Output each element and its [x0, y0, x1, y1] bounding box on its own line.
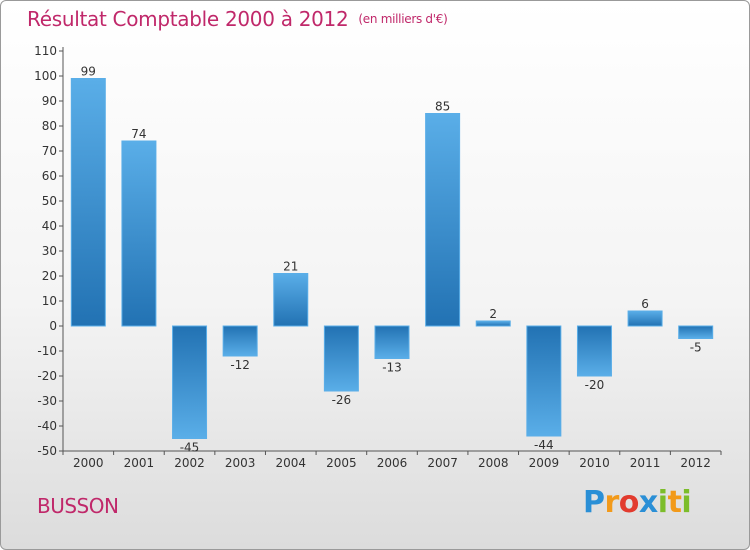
bar-2002: [172, 325, 208, 439]
bar-2011: [627, 310, 663, 327]
logo-letter: r: [604, 485, 620, 520]
bar-2006: [374, 325, 410, 359]
bar-value-label-2005: -26: [332, 393, 352, 407]
y-tick-label: 110: [34, 44, 57, 58]
bar-value-label-2008: 2: [489, 307, 497, 321]
logo-letter: x: [638, 485, 658, 520]
x-tick-label-2010: 2010: [579, 456, 610, 470]
y-tick-label: 100: [34, 69, 57, 83]
logo-letter: i: [681, 485, 692, 520]
bar-2005: [323, 325, 359, 392]
y-tick-label: 10: [42, 294, 57, 308]
bar-value-label-2011: 6: [641, 297, 649, 311]
chart-subtitle: (en milliers d'€): [358, 12, 448, 26]
chart-title-text: Résultat Comptable 2000 à 2012: [27, 7, 349, 31]
x-tick-label-2007: 2007: [427, 456, 458, 470]
y-tick-label: -10: [37, 344, 57, 358]
bar-layer: [70, 78, 714, 439]
bar-value-label-2002: -45: [180, 441, 200, 455]
bar-value-label-2009: -44: [534, 438, 554, 452]
logo-letter: t: [667, 485, 682, 520]
bar-2012: [678, 325, 714, 339]
y-tick-label: 60: [42, 169, 57, 183]
bar-2003: [222, 325, 258, 357]
bar-value-label-2010: -20: [585, 378, 605, 392]
y-tick-label: -20: [37, 369, 57, 383]
x-tick-label-2004: 2004: [275, 456, 306, 470]
bar-2000: [70, 78, 106, 327]
bar-value-label-2004: 21: [283, 260, 298, 274]
x-tick-label-2001: 2001: [124, 456, 155, 470]
bar-value-label-2007: 85: [435, 100, 450, 114]
y-tick-label: -50: [37, 444, 57, 458]
y-tick-label: 30: [42, 244, 57, 258]
commune-name: BUSSON: [37, 494, 119, 518]
x-tick-label-2005: 2005: [326, 456, 357, 470]
chart-title: Résultat Comptable 2000 à 2012 (en millie…: [27, 7, 448, 31]
proxiti-logo[interactable]: Proxiti: [583, 485, 692, 520]
y-tick-label: 90: [42, 94, 57, 108]
y-tick-label: 80: [42, 119, 57, 133]
x-tick-label-2006: 2006: [377, 456, 408, 470]
x-tick-label-2008: 2008: [478, 456, 509, 470]
bar-value-label-2000: 99: [81, 65, 96, 79]
bar-value-label-2012: -5: [690, 341, 702, 355]
bar-value-label-2001: 74: [131, 127, 146, 141]
bar-value-label-2003: -12: [230, 358, 250, 372]
x-tick-label-2002: 2002: [174, 456, 205, 470]
y-tick-label: 20: [42, 269, 57, 283]
logo-letter: o: [618, 485, 640, 520]
y-tick-label: -30: [37, 394, 57, 408]
x-tick-label-2011: 2011: [630, 456, 661, 470]
bar-2009: [526, 325, 562, 437]
x-tick-label-2009: 2009: [529, 456, 560, 470]
bar-2007: [425, 113, 461, 327]
bar-2001: [121, 140, 157, 327]
bar-value-label-2006: -13: [382, 361, 402, 375]
x-tick-label-2000: 2000: [73, 456, 104, 470]
logo-letter: P: [583, 485, 605, 520]
y-tick-label: 40: [42, 219, 57, 233]
logo-letter: i: [657, 485, 668, 520]
axis-layer: -50 -40 -30 -20 -10 0 10 20 30 40 50 60 70 80 90 100 110: [34, 44, 722, 458]
x-tick-label-2012: 2012: [680, 456, 711, 470]
y-tick-label: 50: [42, 194, 57, 208]
y-tick-label: 70: [42, 144, 57, 158]
x-tick-label-2003: 2003: [225, 456, 256, 470]
y-tick-label: 0: [49, 319, 57, 333]
bar-2010: [576, 325, 612, 377]
bar-2004: [273, 273, 309, 327]
bar-2008: [475, 320, 511, 327]
y-tick-label: -40: [37, 419, 57, 433]
